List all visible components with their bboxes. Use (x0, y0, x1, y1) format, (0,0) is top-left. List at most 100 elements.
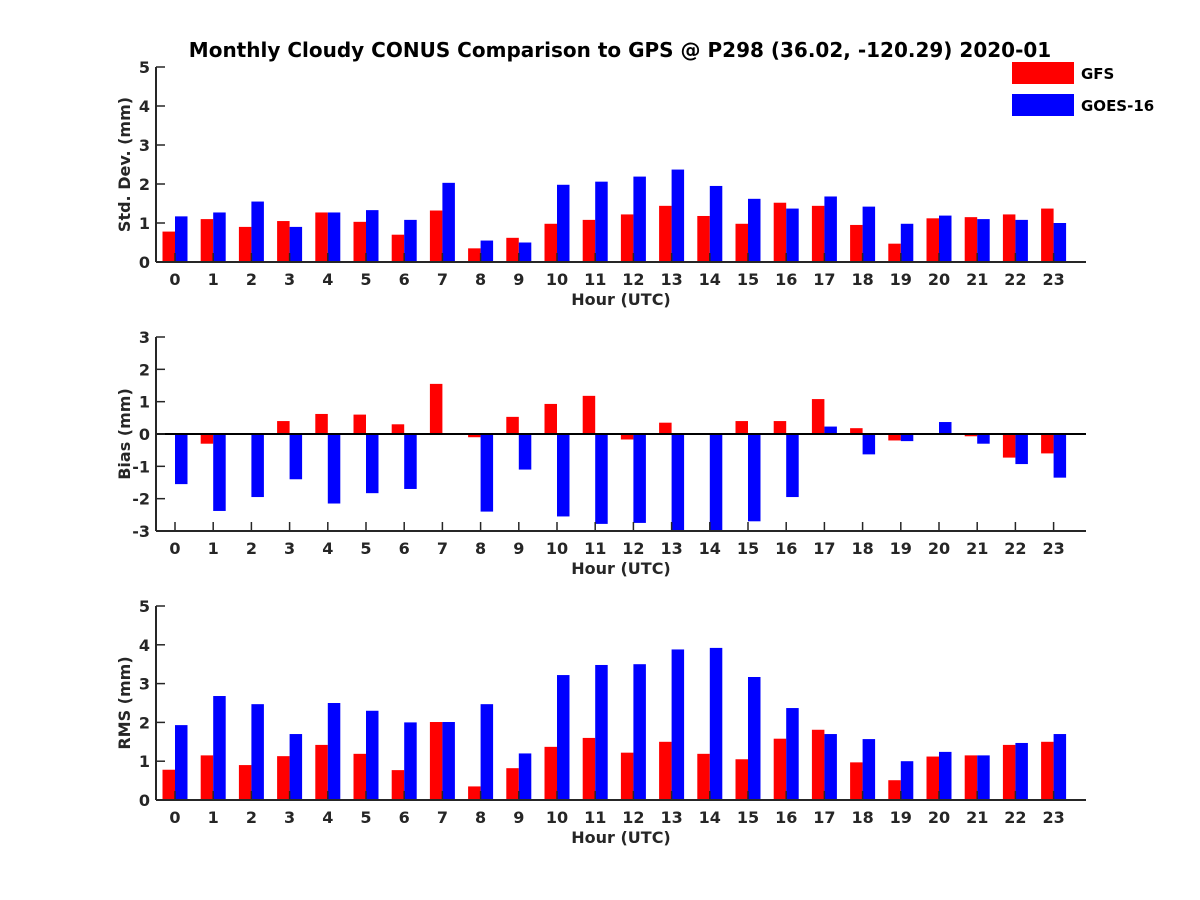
bias-x-tick-label: 18 (851, 539, 873, 558)
bias-bar-gfs-19 (888, 434, 901, 441)
rms-bar-gfs-15 (735, 759, 748, 800)
stddev-bar-goes16-17 (824, 196, 837, 262)
rms-bar-gfs-5 (353, 753, 366, 800)
bias-bar-gfs-7 (429, 383, 443, 434)
rms-x-tick-label: 21 (966, 808, 988, 827)
bias-bar-gfs-10 (544, 403, 557, 434)
stddev-bar-goes16-20 (939, 215, 952, 262)
stddev-y-tick-label: 2 (139, 175, 150, 194)
rms-x-tick-label: 12 (622, 808, 644, 827)
bias-bar-goes16-13 (671, 434, 685, 531)
stddev-bar-goes16-18 (862, 206, 876, 262)
bias-x-tick-label: 21 (966, 539, 988, 558)
stddev-x-tick-label: 19 (890, 270, 912, 289)
stddev-bar-gfs-4 (315, 212, 328, 262)
stddev-x-tick-label: 0 (169, 270, 180, 289)
rms-bar-gfs-18 (850, 762, 863, 800)
bias-bar-gfs-6 (391, 424, 405, 434)
stddev-x-tick-label: 22 (1004, 270, 1026, 289)
stddev-bar-goes16-2 (251, 201, 264, 262)
stddev-bar-gfs-0 (162, 231, 175, 262)
rms-x-tick-label: 16 (775, 808, 797, 827)
bias-x-tick-label: 6 (399, 539, 410, 558)
bias-bar-goes16-18 (862, 434, 876, 455)
rms-bar-gfs-13 (659, 741, 672, 800)
rms-bar-gfs-21 (964, 755, 978, 800)
rms-x-tick-label: 11 (584, 808, 606, 827)
bias-x-tick-label: 23 (1042, 539, 1064, 558)
rms-x-tick-label: 23 (1042, 808, 1064, 827)
bias-y-tick-label: -2 (132, 490, 150, 509)
bias-x-tick-label: 5 (360, 539, 371, 558)
rms-bar-goes16-22 (1015, 742, 1028, 800)
bias-x-tick-label: 12 (622, 539, 644, 558)
stddev-bar-goes16-22 (1015, 219, 1028, 262)
bias-bar-goes16-23 (1053, 434, 1067, 478)
bias-y-tick-label: -3 (132, 522, 150, 541)
stddev-bar-goes16-4 (327, 212, 341, 262)
bias-bar-gfs-5 (353, 414, 366, 434)
rms-bar-gfs-12 (620, 752, 634, 800)
stddev-x-tick-label: 18 (851, 270, 873, 289)
bias-bar-goes16-3 (289, 434, 303, 480)
stddev-y-tick-label: 0 (139, 253, 150, 272)
bias-bar-goes16-0 (175, 434, 188, 485)
rms-x-tick-label: 5 (360, 808, 371, 827)
rms-x-tick-label: 0 (169, 808, 180, 827)
stddev-bar-goes16-8 (480, 240, 494, 262)
bias-bar-gfs-4 (315, 413, 328, 434)
stddev-bar-goes16-7 (442, 182, 455, 262)
stddev-bar-gfs-5 (353, 221, 366, 262)
stddev-bar-goes16-12 (633, 176, 646, 262)
rms-bar-gfs-10 (544, 746, 557, 800)
bias-x-tick-label: 19 (890, 539, 912, 558)
bias-x-tick-label: 17 (813, 539, 835, 558)
rms-x-axis-title: Hour (UTC) (571, 828, 671, 847)
stddev-x-tick-label: 13 (660, 270, 682, 289)
bias-x-tick-label: 22 (1004, 539, 1026, 558)
stddev-bar-gfs-8 (468, 248, 481, 262)
bias-x-tick-label: 7 (437, 539, 448, 558)
rms-bar-goes16-18 (862, 739, 876, 800)
rms-bar-gfs-2 (238, 765, 252, 800)
rms-x-tick-label: 3 (284, 808, 295, 827)
bias-bar-goes16-19 (900, 434, 914, 442)
stddev-x-tick-label: 6 (399, 270, 410, 289)
rms-bar-gfs-23 (1041, 741, 1054, 800)
rms-bar-goes16-0 (175, 725, 188, 800)
legend-swatch-goes16 (1012, 94, 1074, 116)
bias-bar-goes16-8 (480, 434, 494, 512)
bias-bar-goes16-6 (404, 434, 417, 489)
stddev-bar-goes16-13 (671, 169, 685, 262)
rms-bar-goes16-10 (557, 675, 570, 800)
bias-y-tick-label: 3 (139, 328, 150, 347)
stddev-bar-gfs-13 (659, 205, 672, 262)
rms-x-tick-label: 10 (546, 808, 568, 827)
bias-x-tick-label: 4 (322, 539, 333, 558)
rms-bar-gfs-17 (811, 729, 825, 800)
stddev-bar-gfs-19 (888, 243, 901, 262)
rms-x-tick-label: 7 (437, 808, 448, 827)
rms-x-tick-label: 18 (851, 808, 873, 827)
rms-x-tick-label: 20 (928, 808, 950, 827)
stddev-x-tick-label: 14 (699, 270, 721, 289)
legend-label-gfs: GFS (1081, 65, 1114, 83)
stddev-bar-goes16-14 (709, 185, 723, 262)
stddev-x-tick-label: 3 (284, 270, 295, 289)
rms-x-tick-label: 14 (699, 808, 721, 827)
bias-bar-gfs-17 (811, 399, 825, 434)
stddev-y-tick-label: 1 (139, 214, 150, 233)
rms-bar-goes16-8 (480, 704, 494, 800)
stddev-bar-goes16-5 (366, 210, 379, 262)
rms-bar-gfs-11 (582, 737, 596, 800)
rms-x-tick-label: 8 (475, 808, 486, 827)
rms-bar-gfs-0 (162, 769, 175, 800)
stddev-bar-gfs-22 (1002, 214, 1016, 262)
bias-x-tick-label: 0 (169, 539, 180, 558)
stddev-x-tick-label: 7 (437, 270, 448, 289)
rms-y-tick-label: 1 (139, 752, 150, 771)
stddev-x-tick-label: 9 (513, 270, 524, 289)
bias-y-tick-label: 0 (139, 425, 150, 444)
